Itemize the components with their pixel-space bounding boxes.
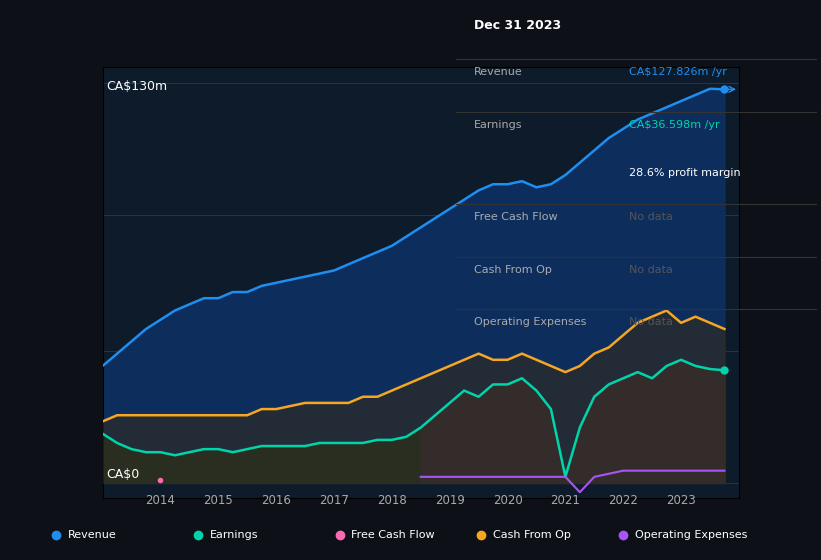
Text: CA$0: CA$0 bbox=[106, 468, 139, 481]
Text: Operating Expenses: Operating Expenses bbox=[474, 318, 586, 327]
Text: 2017: 2017 bbox=[319, 494, 349, 507]
Text: 2023: 2023 bbox=[666, 494, 696, 507]
Text: Cash From Op: Cash From Op bbox=[474, 265, 552, 275]
Text: Revenue: Revenue bbox=[67, 530, 117, 540]
Text: 2015: 2015 bbox=[204, 494, 233, 507]
Text: 2014: 2014 bbox=[145, 494, 176, 507]
Text: No data: No data bbox=[629, 212, 673, 222]
Text: 2022: 2022 bbox=[608, 494, 638, 507]
Text: Free Cash Flow: Free Cash Flow bbox=[351, 530, 435, 540]
Text: Revenue: Revenue bbox=[474, 67, 522, 77]
Text: Earnings: Earnings bbox=[209, 530, 258, 540]
Text: No data: No data bbox=[629, 265, 673, 275]
Text: 2020: 2020 bbox=[493, 494, 522, 507]
Text: 2016: 2016 bbox=[261, 494, 291, 507]
Text: 2018: 2018 bbox=[377, 494, 406, 507]
Text: Dec 31 2023: Dec 31 2023 bbox=[474, 19, 561, 32]
Text: 2021: 2021 bbox=[550, 494, 580, 507]
Text: Free Cash Flow: Free Cash Flow bbox=[474, 212, 557, 222]
Text: No data: No data bbox=[629, 318, 673, 327]
Text: CA$130m: CA$130m bbox=[106, 80, 167, 93]
Text: 28.6% profit margin: 28.6% profit margin bbox=[629, 168, 741, 178]
Text: Cash From Op: Cash From Op bbox=[493, 530, 571, 540]
Text: Operating Expenses: Operating Expenses bbox=[635, 530, 747, 540]
Text: 2019: 2019 bbox=[435, 494, 465, 507]
Text: CA$36.598m /yr: CA$36.598m /yr bbox=[629, 120, 720, 130]
Text: CA$127.826m /yr: CA$127.826m /yr bbox=[629, 67, 727, 77]
Text: Earnings: Earnings bbox=[474, 120, 522, 130]
